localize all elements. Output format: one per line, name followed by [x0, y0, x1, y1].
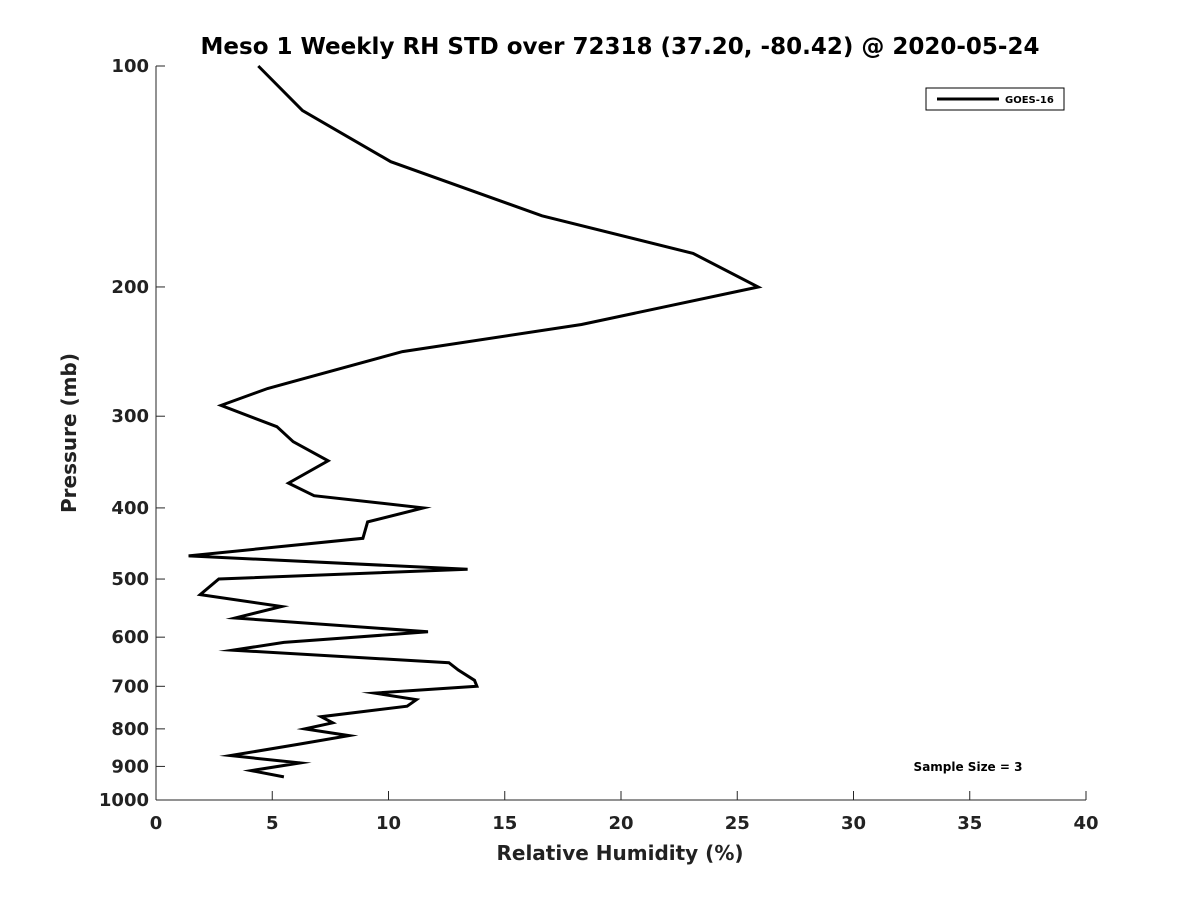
sample-size-annotation: Sample Size = 3 — [914, 760, 1023, 774]
x-tick-label: 30 — [841, 813, 866, 834]
y-axis-label: Pressure (mb) — [57, 353, 81, 513]
x-axis-label: Relative Humidity (%) — [496, 841, 743, 865]
y-tick-label: 1000 — [99, 790, 149, 811]
x-axis: 0 5 10 15 20 25 30 35 40 — [150, 791, 1099, 834]
x-tick-label: 25 — [725, 813, 750, 834]
x-tick-label: 20 — [608, 813, 633, 834]
y-tick-label: 900 — [111, 756, 149, 777]
y-tick-label: 700 — [111, 676, 149, 697]
x-tick-label: 15 — [492, 813, 517, 834]
chart-title: Meso 1 Weekly RH STD over 72318 (37.20, … — [201, 34, 1040, 60]
x-tick-label: 10 — [376, 813, 401, 834]
legend: GOES-16 — [925, 87, 1065, 111]
y-tick-label: 600 — [111, 627, 149, 648]
y-tick-label: 200 — [111, 277, 149, 298]
y-tick-label: 500 — [111, 569, 149, 590]
y-tick-label: 400 — [111, 498, 149, 519]
legend-entry-goes-16: GOES-16 — [1005, 95, 1054, 106]
series-layer — [188, 64, 763, 779]
y-tick-label: 800 — [111, 719, 149, 740]
series-line-goes-16 — [188, 64, 763, 779]
x-tick-label: 35 — [957, 813, 982, 834]
x-tick-label: 0 — [150, 813, 163, 834]
x-tick-label: 5 — [266, 813, 279, 834]
plot-area: 0 5 10 15 20 25 30 35 40 100 200 300 400 500 600 700 80… — [99, 56, 1099, 834]
x-tick-label: 40 — [1073, 813, 1098, 834]
y-tick-label: 100 — [111, 56, 149, 77]
y-axis: 100 200 300 400 500 600 700 800 900 1000 — [99, 56, 165, 811]
y-tick-label: 300 — [111, 406, 149, 427]
